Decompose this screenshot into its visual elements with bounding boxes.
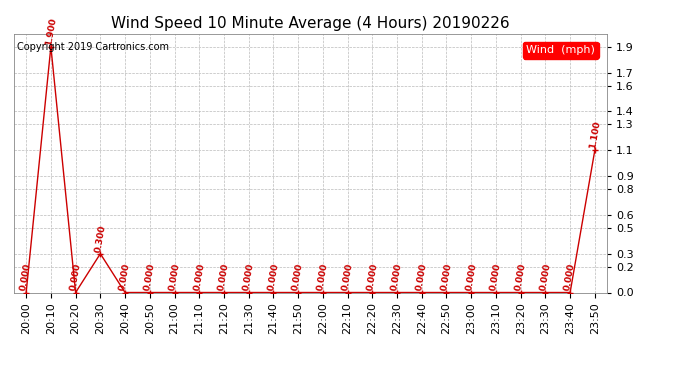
Text: 0.000: 0.000 [489, 263, 503, 292]
Text: 0.000: 0.000 [168, 263, 181, 292]
Text: 0.000: 0.000 [440, 263, 453, 292]
Text: 0.000: 0.000 [266, 263, 280, 292]
Text: 0.000: 0.000 [464, 263, 478, 292]
Text: 0.000: 0.000 [514, 263, 527, 292]
Legend: Wind  (mph): Wind (mph) [523, 42, 599, 58]
Text: 0.000: 0.000 [538, 263, 552, 292]
Text: 0.000: 0.000 [341, 263, 355, 292]
Text: 0.000: 0.000 [291, 263, 305, 292]
Text: 1.100: 1.100 [588, 120, 602, 149]
Title: Wind Speed 10 Minute Average (4 Hours) 20190226: Wind Speed 10 Minute Average (4 Hours) 2… [111, 16, 510, 31]
Text: 0.000: 0.000 [366, 263, 379, 292]
Text: 0.300: 0.300 [93, 224, 107, 253]
Text: 0.000: 0.000 [143, 263, 157, 292]
Text: 0.000: 0.000 [316, 263, 330, 292]
Text: 0.000: 0.000 [390, 263, 404, 292]
Text: Copyright 2019 Cartronics.com: Copyright 2019 Cartronics.com [17, 42, 169, 51]
Text: 0.000: 0.000 [217, 263, 230, 292]
Text: 1.900: 1.900 [44, 16, 58, 46]
Text: 0.000: 0.000 [69, 263, 82, 292]
Text: 0.000: 0.000 [415, 263, 428, 292]
Text: 0.000: 0.000 [241, 263, 255, 292]
Text: 0.000: 0.000 [193, 263, 206, 292]
Text: 0.000: 0.000 [19, 263, 33, 292]
Text: 0.000: 0.000 [118, 263, 132, 292]
Text: 0.000: 0.000 [563, 263, 577, 292]
